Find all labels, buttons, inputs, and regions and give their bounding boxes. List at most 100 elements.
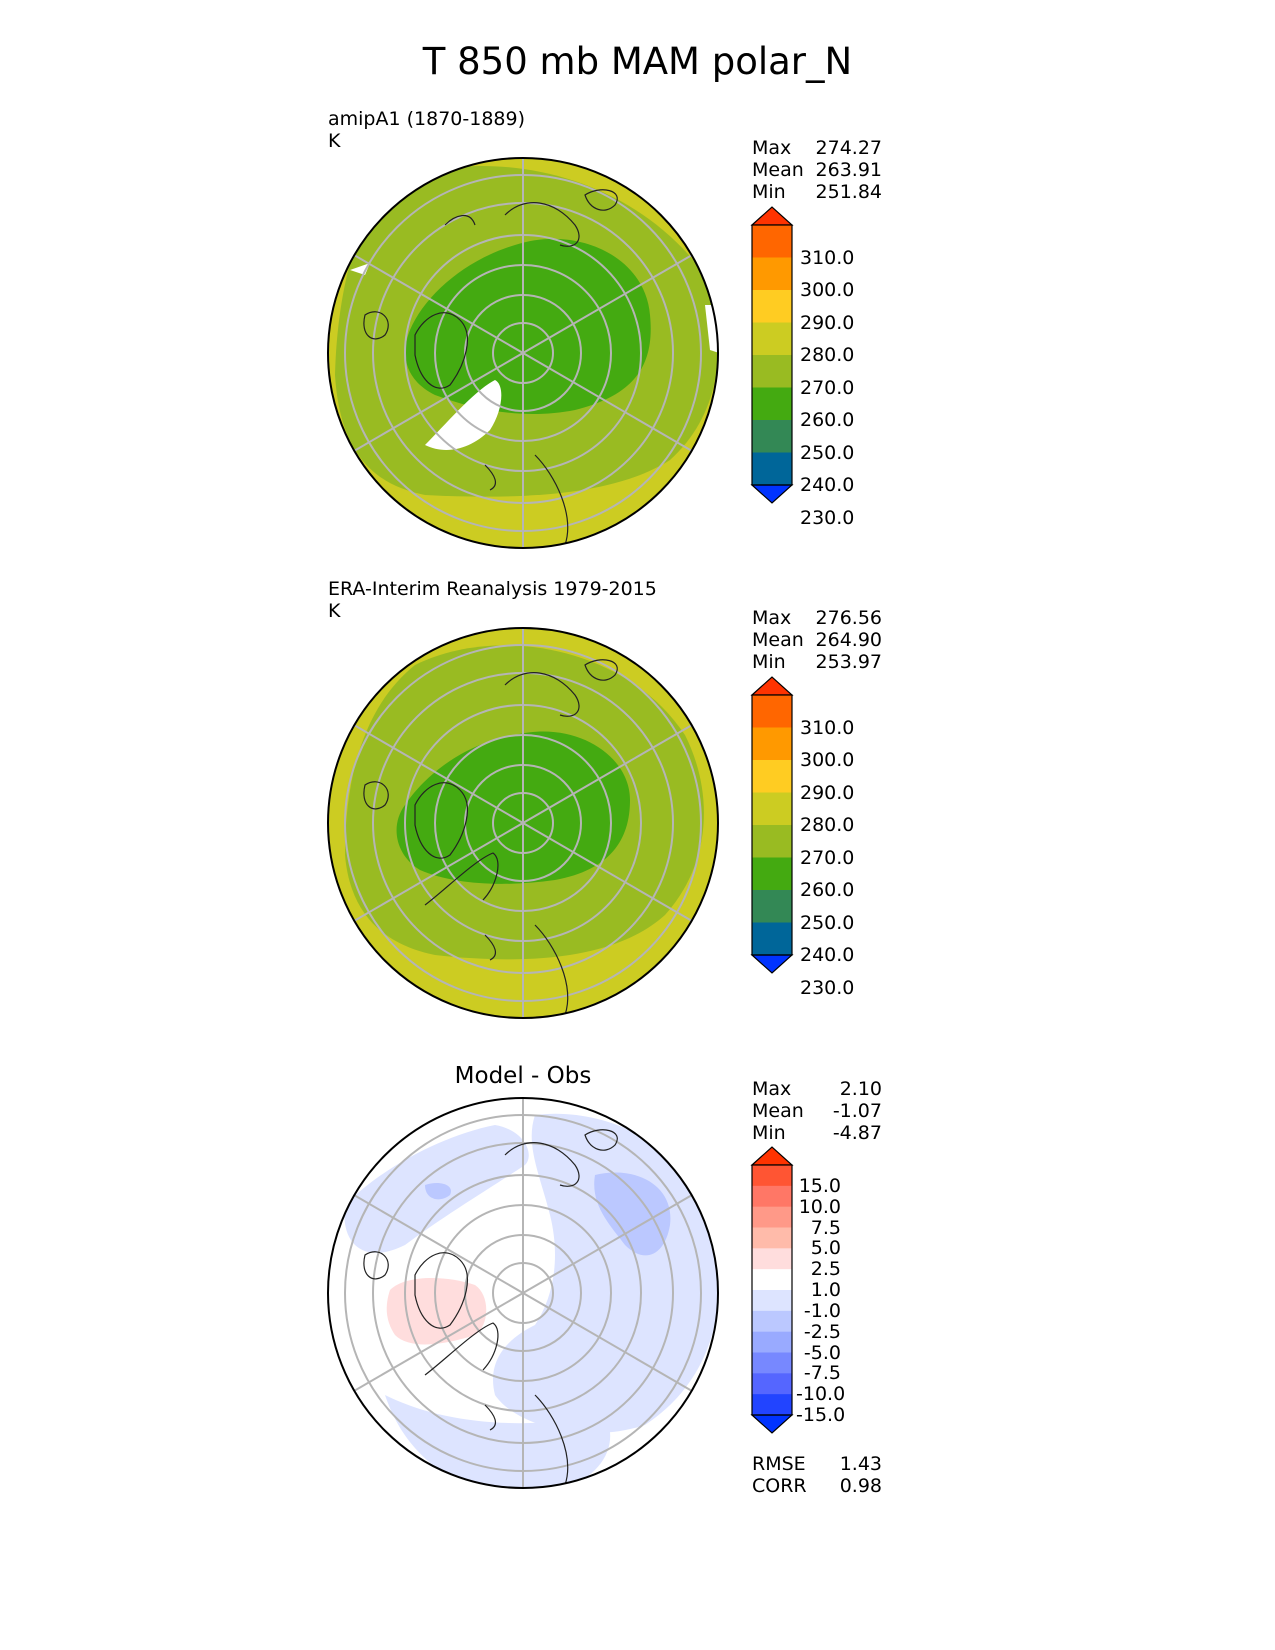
colorbar-extend-max [750, 1146, 794, 1166]
colorbar-swatch [752, 825, 792, 858]
colorbar-tick-label: 260.0 [800, 409, 855, 431]
colorbar-tick-label: 2.5 [810, 1258, 841, 1281]
colorbar-tick-label: 300.0 [800, 749, 855, 771]
colorbar-swatch [752, 1227, 792, 1249]
panel-3-title: Model - Obs [454, 1063, 592, 1089]
panel-3-band-minus-2-5 [594, 1172, 671, 1256]
panel-2-colorbar [750, 676, 794, 974]
colorbar-outline [751, 224, 793, 486]
panel-2-obs-name: ERA-Interim Reanalysis 1979-2015 [328, 578, 657, 600]
colorbar-tick-label: 7.5 [810, 1216, 841, 1239]
colorbar-swatch [752, 1206, 792, 1228]
colorbar-swatch [752, 1290, 792, 1312]
colorbar-tick-label: -7.5 [803, 1362, 841, 1385]
panel-2-stats: Max 276.56 Mean 264.90 Min 253.97 [752, 607, 882, 673]
panel-1-missing-data [425, 380, 502, 450]
panel-1-label: amipA1 (1870-1889) K [328, 108, 525, 152]
colorbar-swatch [752, 1269, 792, 1291]
colorbar-swatch [752, 1331, 792, 1353]
colorbar-tick-label: 1.0 [810, 1279, 841, 1301]
stat-max: Max 276.56 [752, 607, 882, 629]
colorbar-tick-label: -1.0 [803, 1299, 841, 1322]
stat-min: Min 253.97 [752, 651, 882, 673]
panel-3-polar-map [327, 1097, 719, 1489]
panel-1-stats: Max 274.27 Mean 263.91 Min 251.84 [752, 137, 882, 203]
panel-3-band-minus-1-east [493, 1113, 718, 1434]
colorbar-tick-label: -2.5 [803, 1320, 841, 1343]
colorbar-tick-label: -10.0 [796, 1383, 846, 1406]
colorbar-tick-label: -15.0 [796, 1404, 846, 1426]
colorbar-swatch [752, 792, 792, 826]
panel-2-coastlines [363, 659, 618, 1016]
stat-min: Min 251.84 [752, 181, 882, 203]
colorbar-tick-label: 240.0 [800, 474, 855, 496]
colorbar-swatch [752, 452, 792, 486]
panel-1-graticule [344, 158, 702, 548]
colorbar-tick-label: 280.0 [800, 814, 855, 836]
panel-1-missing-data-east [705, 305, 718, 355]
stat-min: Min -4.87 [752, 1122, 882, 1144]
colorbar-tick-label: 310.0 [800, 716, 855, 739]
metric-corr: CORR 0.98 [752, 1475, 882, 1497]
colorbar-tick-label: 260.0 [800, 879, 855, 901]
colorbar-tick-label: 300.0 [800, 279, 855, 301]
colorbar-swatch [752, 890, 792, 923]
colorbar-swatch [752, 1248, 792, 1270]
colorbar-tick-label: -5.0 [803, 1341, 841, 1364]
panel-2-units: K [328, 600, 341, 622]
colorbar-swatch [752, 1310, 792, 1333]
colorbar-swatch [752, 727, 792, 761]
panel-1-coastlines [363, 189, 618, 546]
colorbar-swatch [752, 225, 792, 258]
colorbar-swatch [752, 257, 792, 291]
colorbar-swatch [752, 1185, 792, 1208]
colorbar-tick-label: 250.0 [800, 441, 855, 464]
stat-mean: Mean -1.07 [752, 1100, 882, 1122]
colorbar-swatch [752, 290, 792, 323]
colorbar-swatch [752, 695, 792, 728]
colorbar-swatch [752, 1373, 792, 1395]
stat-mean: Mean 263.91 [752, 159, 882, 181]
main-title: T 850 mb MAM polar_N [422, 40, 853, 83]
panel-3-map-border [327, 1097, 719, 1489]
panel-2-graticule [344, 628, 702, 1018]
stat-max: Max 274.27 [752, 137, 882, 159]
colorbar-extend-min [750, 1414, 794, 1434]
panel-2-label: ERA-Interim Reanalysis 1979-2015 K [328, 578, 657, 622]
metric-rmse: RMSE 1.43 [752, 1453, 882, 1475]
colorbar-swatch [752, 1352, 792, 1374]
colorbar-swatch [752, 922, 792, 956]
colorbar-tick-label: 10.0 [798, 1195, 841, 1218]
panel-3-colorbar [750, 1146, 794, 1434]
colorbar-tick-label: 270.0 [800, 376, 855, 399]
colorbar-tick-label: 270.0 [800, 846, 855, 869]
panel-3-coastlines [363, 1129, 618, 1486]
panel-3-graticule [344, 1098, 702, 1488]
colorbar-swatch [752, 355, 792, 388]
colorbar-swatch [752, 420, 792, 453]
colorbar-tick-label: 230.0 [800, 506, 855, 529]
colorbar-extend-min [750, 484, 794, 504]
colorbar-swatch [752, 387, 792, 421]
panel-1-colorbar [750, 206, 794, 504]
colorbar-tick-label: 5.0 [810, 1237, 841, 1260]
colorbar-tick-label: 310.0 [800, 246, 855, 269]
colorbar-tick-label: 15.0 [798, 1174, 841, 1197]
colorbar-swatch [752, 322, 792, 356]
stat-max: Max 2.10 [752, 1078, 882, 1100]
colorbar-swatch [752, 760, 792, 793]
colorbar-tick-label: 290.0 [800, 781, 855, 804]
panel-1-model-name: amipA1 (1870-1889) [328, 108, 526, 130]
panel-3-stats: Max 2.10 Mean -1.07 Min -4.87 [752, 1078, 882, 1144]
stat-mean: Mean 264.90 [752, 629, 882, 651]
panel-3-metrics: RMSE 1.43 CORR 0.98 [752, 1453, 882, 1497]
colorbar-extend-max [750, 206, 794, 226]
panel-1-polar-map [327, 157, 719, 549]
colorbar-swatch [752, 1165, 792, 1187]
colorbar-extend-min [750, 954, 794, 974]
colorbar-extend-max [750, 676, 794, 696]
colorbar-tick-label: 250.0 [800, 911, 855, 934]
colorbar-outline [751, 694, 793, 956]
colorbar-outline [751, 1164, 793, 1416]
colorbar-swatch [752, 1394, 792, 1416]
